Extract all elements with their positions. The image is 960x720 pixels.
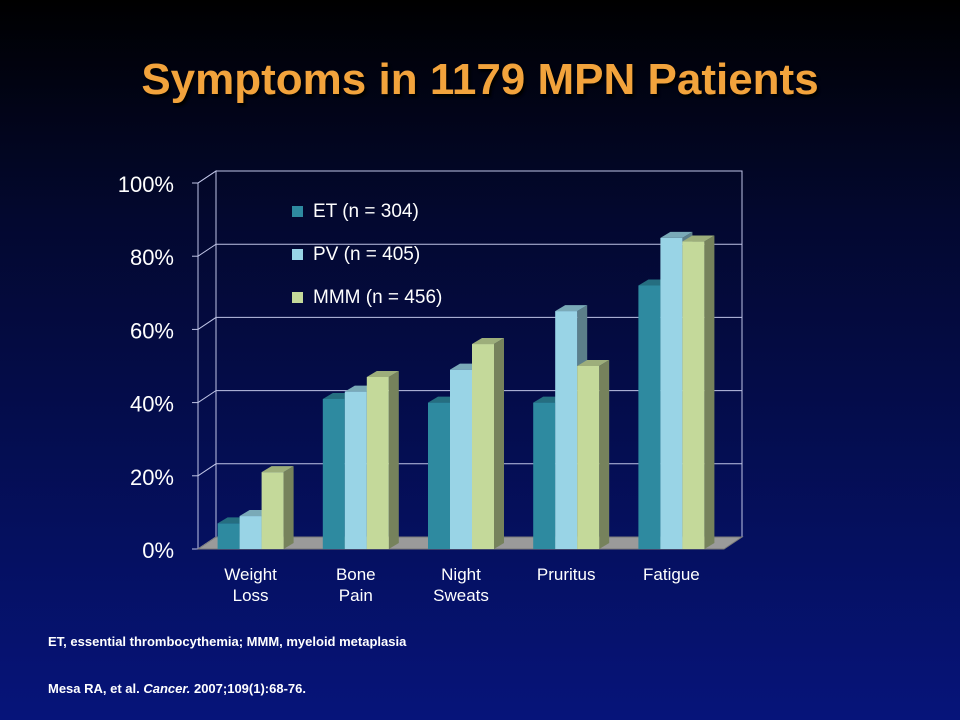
plot-side-wall <box>197 170 217 550</box>
bar <box>322 398 345 549</box>
bar <box>450 369 472 549</box>
bar <box>239 516 262 549</box>
citation-journal: Cancer. <box>143 681 191 696</box>
bar-side <box>704 235 715 549</box>
symptoms-bar-chart: 0% 20% 40% 60% 80% 100% Weight Loss Bone Pain Nigh… <box>118 170 744 605</box>
legend-label: ET (n = 304) <box>313 201 419 222</box>
bar-side <box>599 360 610 549</box>
x-category-label: Fatigue <box>643 565 700 584</box>
bar <box>577 366 600 549</box>
citation-authors: Mesa RA, et al. <box>48 681 144 696</box>
bar-top <box>555 305 588 312</box>
legend-swatch <box>292 206 303 217</box>
bar-top <box>577 360 610 366</box>
abbreviation-footnote: ET, essential thrombocythemia; MMM, myel… <box>48 634 407 649</box>
bar-top <box>660 231 693 238</box>
bar <box>472 344 494 549</box>
slide-title: Symptoms in 1179 MPN Patients <box>141 55 819 104</box>
y-tick-label: 40% <box>130 392 174 417</box>
y-tick-label: 0% <box>142 538 174 563</box>
bar <box>660 237 683 549</box>
bar <box>682 241 705 549</box>
legend-swatch <box>292 292 303 303</box>
bar <box>638 285 661 549</box>
bar <box>555 311 578 549</box>
bar <box>261 472 284 549</box>
bar-top <box>366 370 399 377</box>
bar <box>428 402 450 549</box>
x-category-label: Bone Pain <box>336 565 376 605</box>
bar <box>533 402 556 549</box>
legend-swatch <box>292 249 303 260</box>
bar-top <box>472 338 504 345</box>
bar <box>366 376 389 549</box>
y-tick-label: 80% <box>130 245 174 270</box>
x-category-label: Pruritus <box>537 565 596 584</box>
bar <box>217 523 240 549</box>
y-tick-label: 100% <box>118 172 174 197</box>
bar-side <box>494 338 504 549</box>
bar <box>344 391 367 549</box>
bar-top <box>682 235 715 242</box>
citation-footnote: Mesa RA, et al. Cancer. 2007;109(1):68-7… <box>48 681 306 696</box>
x-category-label: Weight Loss <box>224 565 277 605</box>
gridline <box>197 243 742 257</box>
legend-label: MMM (n = 456) <box>313 287 442 308</box>
y-tick-label: 60% <box>130 318 174 343</box>
bar-side <box>388 370 399 549</box>
bar-top <box>261 466 294 473</box>
y-tick-label: 20% <box>130 465 174 490</box>
legend-label: PV (n = 405) <box>313 244 420 265</box>
gridline <box>197 170 742 184</box>
x-category-label: Night Sweats <box>433 565 489 605</box>
bar-side <box>283 466 294 549</box>
citation-details: 2007;109(1):68-76. <box>190 681 306 696</box>
